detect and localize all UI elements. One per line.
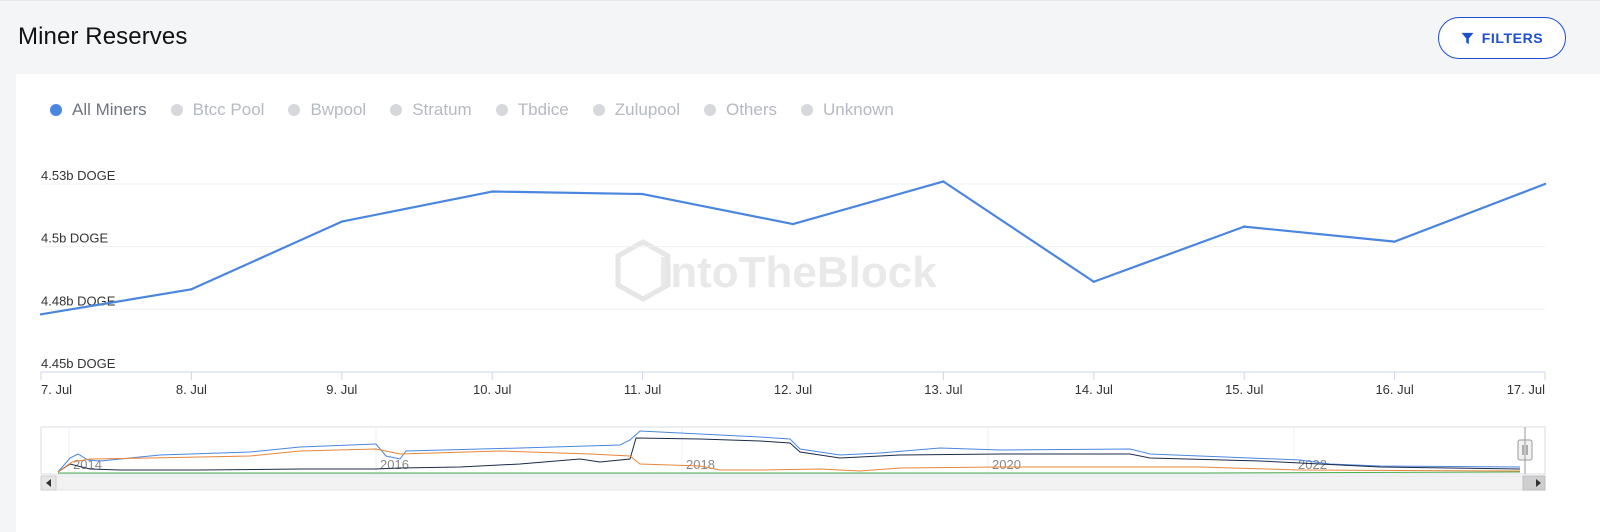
data-point	[491, 190, 494, 193]
legend-item-bwpool[interactable]: Bwpool	[288, 100, 366, 120]
x-tick-label: 13. Jul	[924, 382, 962, 397]
legend-label: Bwpool	[310, 100, 367, 119]
x-tick-label: 17. Jul	[1507, 382, 1545, 397]
data-point	[942, 180, 945, 183]
legend-item-tbdice[interactable]: Tbdice	[495, 100, 569, 120]
navigator-series-1	[57, 437, 1521, 473]
navigator-series-3	[58, 471, 1521, 474]
data-point	[1393, 240, 1396, 243]
legend-item-unknown[interactable]: Unknown	[801, 100, 894, 120]
legend-label: Zulupool	[614, 100, 680, 119]
x-tick-label: 11. Jul	[624, 382, 661, 397]
legend-dot	[50, 104, 62, 116]
y-tick-label: 4.53b DOGE	[41, 168, 116, 183]
data-point	[1543, 182, 1547, 186]
data-point	[1092, 280, 1096, 283]
legend-label: Others	[725, 100, 778, 119]
header-bar: Miner Reserves FILTERS	[0, 0, 1600, 75]
page-title: Miner Reserves	[18, 23, 188, 50]
watermark-text: IntoTheBlock	[658, 248, 937, 297]
legend-item-btcc-pool[interactable]: Btcc Pool	[170, 100, 265, 120]
legend-label: Btcc Pool	[192, 100, 265, 119]
legend-label: Tbdice	[517, 100, 569, 119]
legend-dot	[170, 104, 183, 116]
legend-label: Unknown	[823, 100, 894, 119]
filters-label: FILTERS	[1481, 30, 1544, 46]
legend-label: Stratum	[412, 100, 472, 119]
legend-item-stratum[interactable]: Stratum	[390, 100, 472, 120]
navigator-year-label: 2018	[686, 457, 715, 472]
y-tick-label: 4.5b DOGE	[41, 231, 109, 246]
data-point	[1243, 225, 1246, 228]
data-point	[791, 222, 795, 226]
data-point	[190, 288, 193, 291]
legend-item-all-miners[interactable]: All Miners	[50, 100, 147, 120]
legend-dot	[703, 104, 716, 116]
legend-dot	[495, 104, 508, 116]
watermark-icon	[615, 239, 671, 302]
scrollbar-track[interactable]	[40, 475, 1546, 491]
y-tick-label: 4.48b DOGE	[41, 293, 116, 308]
legend-dot	[801, 104, 814, 116]
scrollbar-thumb[interactable]	[1522, 475, 1546, 491]
data-point	[641, 192, 644, 196]
data-point	[340, 220, 343, 223]
chevron-left-icon	[46, 479, 51, 487]
legend-dot	[390, 104, 403, 116]
legend-label: All Miners	[72, 100, 147, 119]
chart: IntoTheBlock 4.45b DOGE 4.48b DOGE 4.5b DOG…	[39, 168, 1547, 491]
x-tick-label: 16. Jul	[1375, 382, 1413, 397]
x-tick-label: 9. Jul	[326, 382, 357, 397]
legend-dot	[288, 104, 301, 116]
legend-item-zulupool[interactable]: Zulupool	[592, 100, 680, 120]
data-point	[39, 313, 43, 316]
filter-icon	[1461, 32, 1474, 44]
x-tick-label: 14. Jul	[1075, 382, 1113, 397]
navigator-year-label: 2020	[992, 457, 1021, 472]
legend-item-others[interactable]: Others	[703, 100, 778, 120]
navigator-series-0	[57, 430, 1521, 473]
chart-legend: All Miners Btcc Pool Bwpool Stratum Tbdice Zu…	[50, 100, 918, 120]
x-tick-label: 10. Jul	[473, 382, 511, 397]
chevron-right-icon	[1536, 479, 1541, 487]
navigator-series-2	[57, 448, 1521, 473]
x-tick-label: 8. Jul	[176, 382, 207, 397]
filters-button[interactable]: FILTERS	[1438, 17, 1566, 59]
legend-dot	[592, 104, 605, 116]
y-tick-label: 4.45b DOGE	[41, 356, 116, 371]
navigator-year-label: 2016	[380, 457, 409, 472]
x-tick-label: 7. Jul	[41, 382, 72, 397]
x-tick-label: 15. Jul	[1225, 382, 1263, 397]
x-tick-label: 12. Jul	[774, 382, 812, 397]
